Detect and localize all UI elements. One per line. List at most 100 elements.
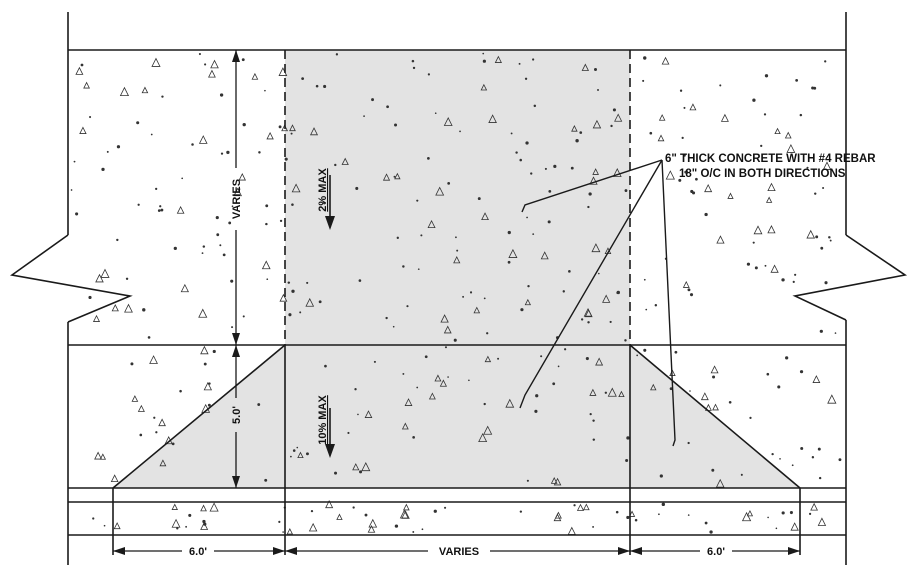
aggregate-triangle (614, 113, 623, 122)
aggregate-triangle (524, 298, 532, 306)
aggregate-dot (323, 84, 327, 88)
aggregate-triangle (210, 59, 219, 69)
aggregate-dot (598, 272, 600, 275)
aggregate-triangle (488, 114, 497, 123)
aggregate-triangle (665, 170, 675, 180)
aggregate-dot (212, 349, 216, 354)
aggregate-triangle (382, 173, 391, 181)
aggregate-dot (231, 326, 234, 329)
aggregate-triangle (200, 521, 209, 530)
aggregate-dot (412, 66, 416, 70)
aggregate-triangle (92, 314, 101, 322)
aggregate-dot (548, 189, 552, 193)
aggregate-triangle (589, 388, 597, 396)
aggregate-triangle (209, 502, 219, 512)
aggregate-triangle (494, 55, 502, 63)
aggregate-dot (547, 220, 551, 224)
aggregate-dot (142, 308, 146, 312)
aggregate-triangle (404, 398, 413, 406)
aggregate-dot (116, 145, 121, 149)
aggregate-dot (507, 260, 511, 264)
aggregate-dot (396, 236, 399, 239)
aggregate-triangle (540, 251, 549, 260)
aggregate-dot (557, 365, 560, 368)
aggregate-triangle (704, 183, 713, 193)
aggregate-dot (752, 241, 755, 244)
aggregate-triangle (251, 72, 259, 80)
aggregate-triangle (367, 525, 376, 533)
aggregate-dot (507, 230, 511, 235)
aggregate-triangle (618, 390, 625, 398)
aggregate-triangle (198, 308, 208, 318)
driveway-concrete-area (113, 50, 800, 488)
aggregate-dot (447, 182, 451, 185)
aggregate-dot (444, 346, 447, 349)
aggregate-dot (525, 141, 529, 145)
aggregate-triangle (595, 357, 604, 366)
aggregate-dot (266, 278, 269, 281)
aggregate-dot (681, 136, 684, 140)
aggregate-dot (587, 321, 590, 324)
aggregate-dot (157, 209, 161, 212)
aggregate-dot (416, 386, 419, 389)
aggregate-dot (799, 113, 803, 117)
aggregate-dot (207, 403, 211, 407)
aggregate-triangle (767, 225, 776, 234)
aggregate-dot (763, 113, 767, 116)
aggregate-dot (139, 433, 143, 437)
aggregate-triangle (822, 161, 832, 170)
aggregate-dot (159, 205, 162, 208)
aggregate-dot (575, 139, 579, 143)
aggregate-dot (290, 455, 292, 458)
aggregate-triangle (95, 273, 104, 283)
aggregate-dot (519, 510, 523, 513)
aggregate-dot (654, 304, 658, 307)
aggregate-dot (456, 249, 459, 252)
flare-left-slope (112, 344, 286, 489)
aggregate-dot (106, 150, 109, 153)
aggregate-triangle (94, 451, 103, 460)
flare-height-label: 5.0' (231, 406, 243, 424)
aggregate-dot (674, 350, 678, 354)
aggregate-dot (728, 400, 732, 404)
aggregate-triangle (208, 69, 216, 78)
aggregate-triangle (434, 374, 442, 382)
aggregate-triangle (403, 503, 410, 511)
aggregate-dot (402, 372, 405, 375)
aggregate-triangle (581, 63, 590, 71)
aggregate-triangle (289, 124, 296, 132)
aggregate-dot (198, 52, 202, 56)
aggregate-dot (306, 281, 309, 284)
aggregate-dot (687, 441, 690, 445)
aggregate-dot (792, 280, 795, 283)
aggregate-triangle (710, 365, 719, 374)
aggregate-dot (604, 391, 608, 394)
aggregate-dot (535, 394, 539, 398)
aggregate-dot (412, 531, 415, 533)
aggregate-dot (815, 235, 819, 239)
aggregate-dot (421, 528, 424, 531)
aggregate-triangle (473, 306, 481, 314)
aggregate-dot (204, 63, 207, 66)
aggregate-dot (642, 79, 645, 82)
aggregate-dot (176, 527, 179, 530)
aggregate-dot (226, 150, 230, 155)
aggregate-dot (616, 290, 620, 295)
aggregate-dot (101, 167, 105, 172)
aggregate-triangle (368, 518, 378, 528)
aggregate-dot (278, 125, 282, 129)
aggregate-dot (75, 212, 79, 216)
aggregate-triangle (113, 522, 121, 530)
aggregate-triangle (812, 375, 821, 383)
aggregate-dot (482, 59, 486, 63)
aggregate-triangle (291, 183, 301, 193)
aggregate-triangle (180, 283, 189, 293)
aggregate-dot (588, 192, 592, 196)
aggregate-dot (242, 315, 245, 318)
aggregate-triangle (286, 528, 294, 535)
aggregate-dot (264, 478, 268, 482)
aggregate-triangle (110, 474, 119, 483)
aggregate-dot (829, 239, 832, 242)
aggregate-dot (292, 449, 296, 452)
